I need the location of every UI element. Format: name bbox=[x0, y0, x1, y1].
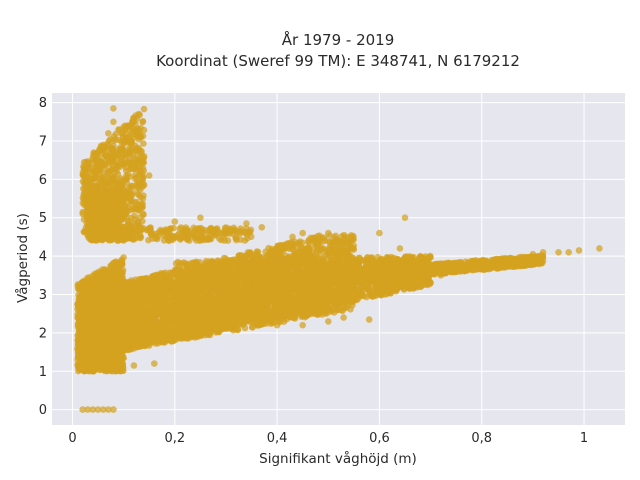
data-point-cloud bbox=[107, 262, 114, 270]
data-point-cloud bbox=[340, 231, 348, 239]
data-point-cloud bbox=[280, 318, 288, 326]
data-point-cloud bbox=[118, 259, 126, 266]
data-point-cloud bbox=[90, 277, 97, 285]
data-point-cloud bbox=[91, 358, 99, 366]
data-point-cloud bbox=[114, 264, 121, 272]
data-point-cloud bbox=[253, 250, 260, 258]
data-point-cloud bbox=[117, 358, 124, 366]
data-point-cloud bbox=[97, 358, 105, 365]
data-point-cloud bbox=[349, 232, 357, 240]
data-point-cloud bbox=[74, 282, 82, 290]
data-point-cloud bbox=[107, 355, 115, 362]
data-point-cloud bbox=[119, 266, 127, 274]
data-point-cloud bbox=[110, 274, 118, 282]
data-point-cloud bbox=[80, 277, 88, 285]
data-point-cloud bbox=[97, 273, 104, 281]
chart-subtitle: Koordinat (Sweref 99 TM): E 348741, N 61… bbox=[156, 52, 520, 70]
data-point-cloud bbox=[112, 259, 120, 266]
data-point-cloud bbox=[108, 267, 115, 275]
data-point-cloud bbox=[80, 282, 87, 290]
chart-title: År 1979 - 2019 bbox=[282, 30, 395, 49]
data-points bbox=[74, 105, 603, 413]
data-point-cloud bbox=[91, 270, 99, 278]
data-point-cloud bbox=[108, 365, 116, 372]
